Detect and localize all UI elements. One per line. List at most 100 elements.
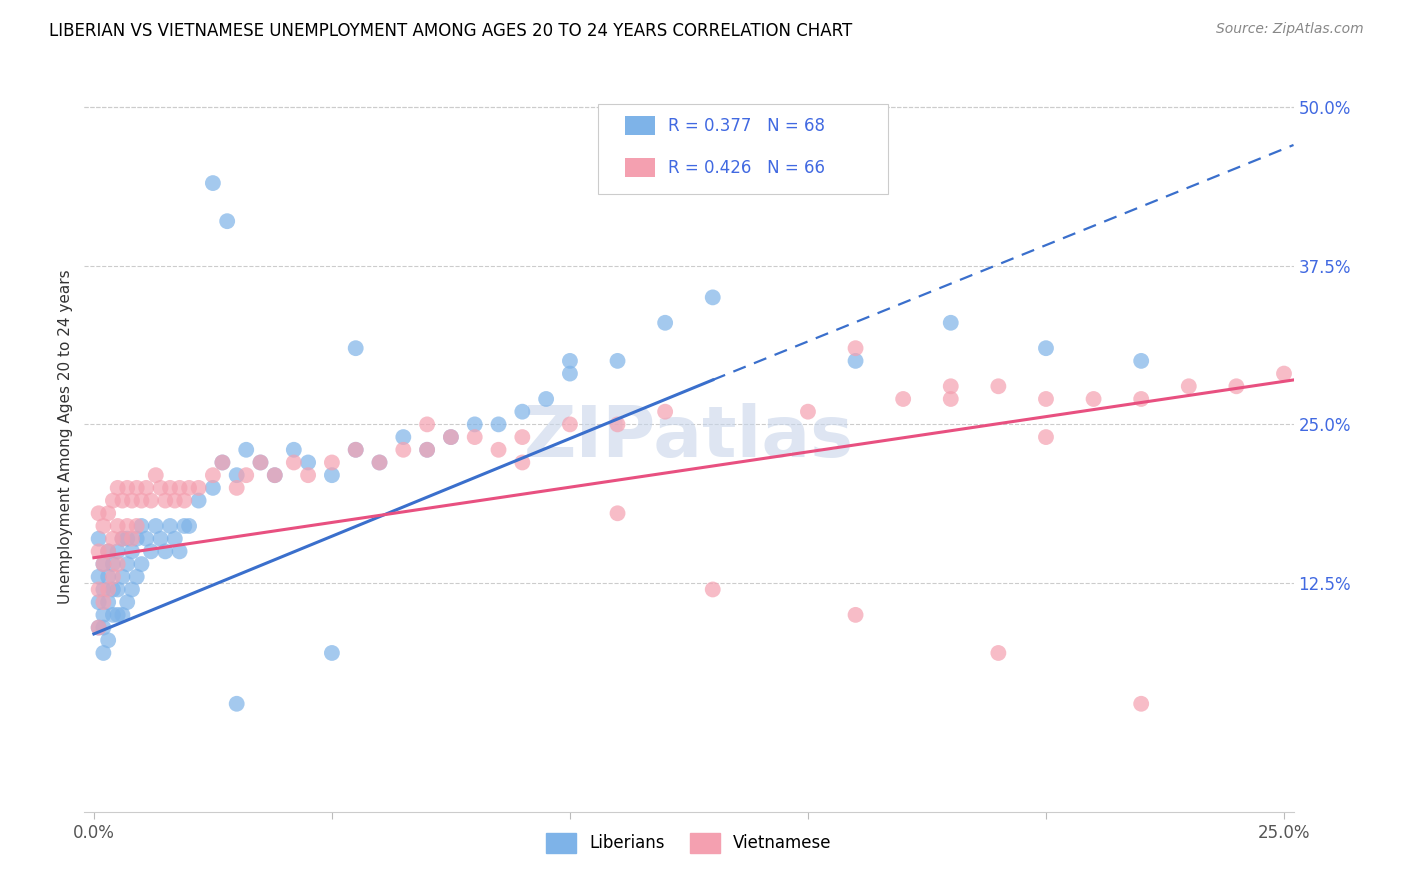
Point <box>1178 379 1201 393</box>
Point <box>416 417 439 432</box>
Point <box>225 481 247 495</box>
Point <box>169 544 191 558</box>
Point <box>321 646 343 660</box>
Point <box>283 442 305 457</box>
Point <box>702 290 724 304</box>
Point <box>111 493 134 508</box>
Point <box>344 341 367 355</box>
Point <box>558 367 581 381</box>
Point <box>163 532 186 546</box>
Point <box>1035 341 1057 355</box>
Point <box>155 544 177 558</box>
Point <box>115 519 138 533</box>
Point <box>87 506 110 520</box>
Point <box>225 468 247 483</box>
Point <box>702 582 724 597</box>
Point <box>149 481 172 495</box>
Point <box>249 455 271 469</box>
Point <box>654 405 676 419</box>
Point <box>368 455 391 469</box>
Point <box>107 544 129 558</box>
Point <box>939 392 962 406</box>
Point <box>93 557 115 571</box>
Point <box>87 621 110 635</box>
Point <box>392 430 415 444</box>
Point <box>111 607 134 622</box>
Point <box>139 544 162 558</box>
FancyBboxPatch shape <box>624 116 655 135</box>
Point <box>131 519 153 533</box>
Point <box>201 481 224 495</box>
Point <box>187 481 209 495</box>
Point <box>159 519 181 533</box>
Point <box>464 417 486 432</box>
Point <box>201 468 224 483</box>
Point <box>845 354 868 368</box>
Point <box>939 316 962 330</box>
Point <box>177 519 200 533</box>
Point <box>939 379 962 393</box>
Point <box>101 557 124 571</box>
Point <box>107 481 129 495</box>
Point <box>97 633 120 648</box>
Point <box>987 646 1010 660</box>
Point <box>93 582 115 597</box>
Point <box>107 582 129 597</box>
Point <box>1035 430 1057 444</box>
Point <box>115 557 138 571</box>
Point <box>115 595 138 609</box>
Point <box>1130 697 1153 711</box>
Point <box>392 442 415 457</box>
Point <box>121 493 143 508</box>
Point <box>510 455 533 469</box>
Point <box>145 519 167 533</box>
Text: LIBERIAN VS VIETNAMESE UNEMPLOYMENT AMONG AGES 20 TO 24 YEARS CORRELATION CHART: LIBERIAN VS VIETNAMESE UNEMPLOYMENT AMON… <box>49 22 852 40</box>
Point <box>177 481 200 495</box>
Point <box>145 468 167 483</box>
Point <box>1035 392 1057 406</box>
Point <box>987 379 1010 393</box>
Point <box>344 442 367 457</box>
Point <box>1225 379 1247 393</box>
Point <box>1130 354 1153 368</box>
Point <box>107 519 129 533</box>
Point <box>107 557 129 571</box>
Point <box>93 595 115 609</box>
Point <box>263 468 285 483</box>
Point <box>534 392 557 406</box>
Point <box>135 481 157 495</box>
Point <box>87 570 110 584</box>
Point <box>121 532 143 546</box>
Point <box>297 455 319 469</box>
Point <box>93 621 115 635</box>
Point <box>97 544 120 558</box>
Point <box>283 455 305 469</box>
Point <box>97 595 120 609</box>
Point <box>1130 392 1153 406</box>
Point <box>225 697 247 711</box>
Point <box>155 493 177 508</box>
Text: R = 0.377   N = 68: R = 0.377 N = 68 <box>668 117 825 135</box>
Point <box>606 354 628 368</box>
Point <box>510 430 533 444</box>
Point <box>235 468 257 483</box>
Point <box>488 417 510 432</box>
Point <box>845 607 868 622</box>
Point <box>101 570 124 584</box>
Point <box>211 455 233 469</box>
Point <box>135 532 157 546</box>
Point <box>558 417 581 432</box>
Point <box>440 430 463 444</box>
FancyBboxPatch shape <box>599 103 889 194</box>
Point <box>93 519 115 533</box>
Point <box>416 442 439 457</box>
Point <box>111 532 134 546</box>
Point <box>440 430 463 444</box>
Point <box>321 468 343 483</box>
Point <box>173 493 195 508</box>
Point <box>173 519 195 533</box>
Text: ZIPatlas: ZIPatlas <box>524 402 853 472</box>
Point <box>131 557 153 571</box>
Point <box>97 544 120 558</box>
Point <box>93 557 115 571</box>
